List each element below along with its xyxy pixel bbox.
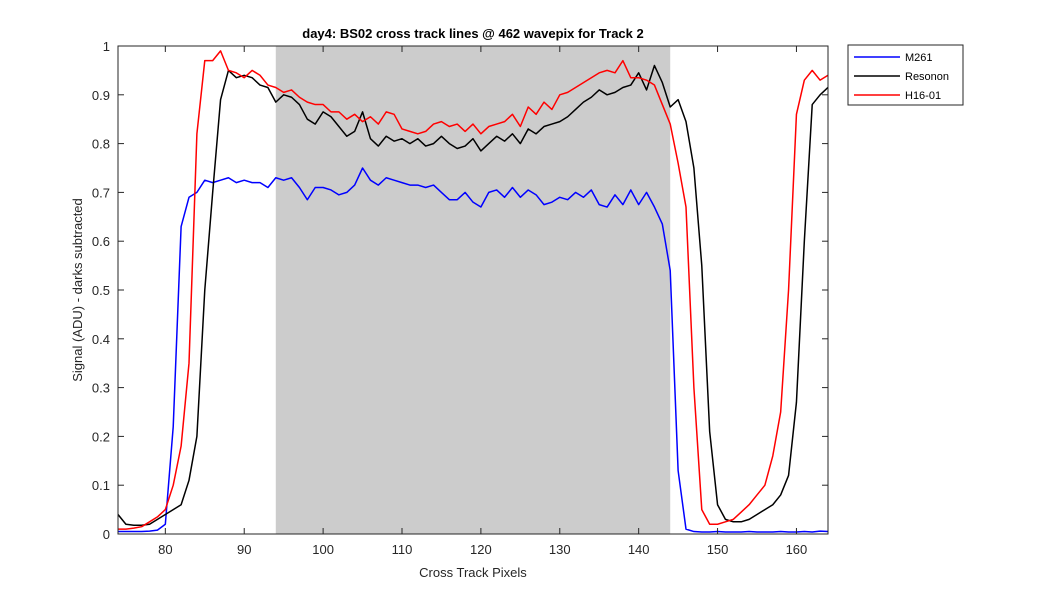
- chart-title: day4: BS02 cross track lines @ 462 wavep…: [302, 26, 643, 41]
- x-tick-label: 160: [786, 542, 808, 557]
- x-tick-label: 100: [312, 542, 334, 557]
- x-tick-label: 150: [707, 542, 729, 557]
- x-axis-label: Cross Track Pixels: [419, 565, 527, 580]
- series-line-h16-01: [118, 50, 829, 530]
- y-tick-label: 0.1: [92, 478, 110, 493]
- x-tick-label: 110: [392, 542, 413, 557]
- y-axis-label: Signal (ADU) - darks subtracted: [70, 198, 85, 382]
- legend-entry-label: H16-01: [905, 90, 941, 102]
- y-tick-label: 0.2: [92, 429, 110, 444]
- y-tick-label: 0.7: [92, 185, 110, 200]
- legend: M261 Resonon H16-01: [847, 44, 964, 106]
- x-ticks: 80 90 100 110 120 130 140 150 160: [158, 46, 807, 557]
- legend-entry-label: M261: [905, 52, 933, 64]
- series-layer: [117, 50, 829, 533]
- y-tick-label: 0.4: [92, 332, 110, 347]
- shaded-region: [275, 46, 671, 534]
- y-tick-label: 0: [103, 527, 110, 542]
- y-tick-label: 0.3: [92, 381, 110, 396]
- x-tick-label: 90: [237, 542, 251, 557]
- x-tick-label: 130: [549, 542, 571, 557]
- y-ticks: 0 0.1 0.2 0.3 0.4 0.5 0.6 0.7 0.8 0.9 1: [92, 39, 828, 542]
- series-line-m261: [118, 167, 829, 533]
- x-tick-label: 80: [158, 542, 172, 557]
- y-tick-label: 0.5: [92, 283, 110, 298]
- y-tick-label: 0.6: [92, 234, 110, 249]
- x-tick-label: 120: [470, 542, 492, 557]
- legend-entry-label: Resonon: [905, 71, 949, 83]
- y-tick-label: 0.9: [92, 88, 110, 103]
- y-tick-label: 1: [103, 39, 110, 54]
- series-line-resonon: [117, 64, 829, 526]
- x-tick-label: 140: [628, 542, 650, 557]
- y-tick-label: 0.8: [92, 137, 110, 152]
